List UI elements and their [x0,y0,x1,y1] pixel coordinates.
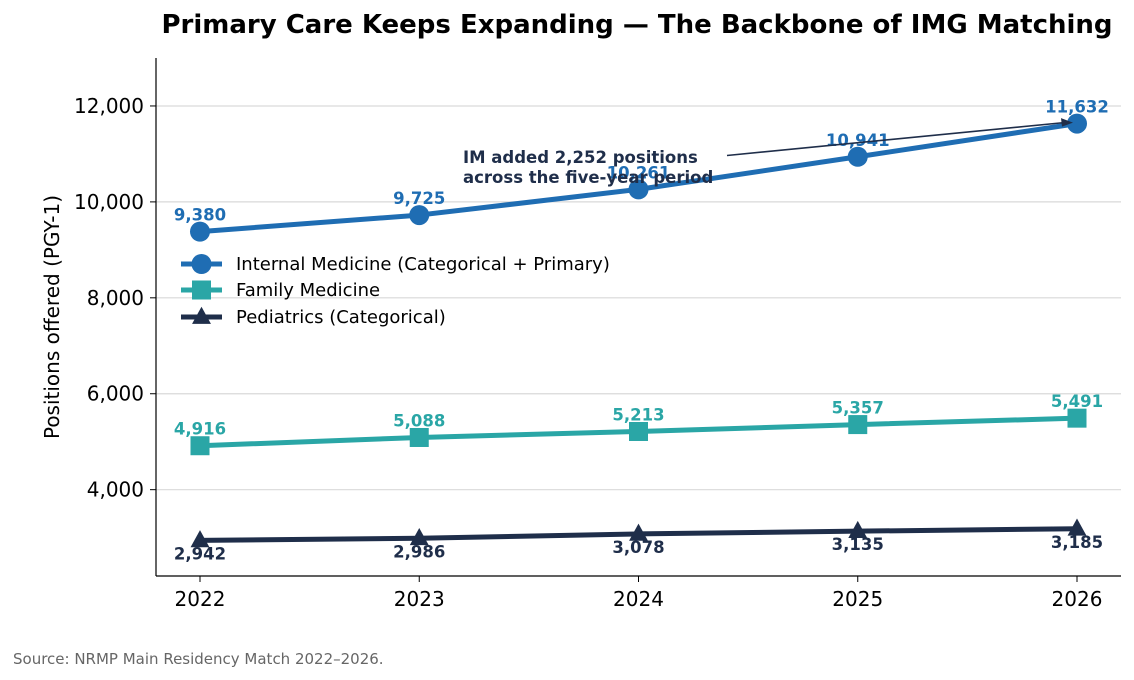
data-label: 3,135 [832,535,884,554]
y-tick-label: 6,000 [87,382,144,406]
y-tick-label: 8,000 [87,286,144,310]
x-tick-label: 2026 [1052,587,1103,611]
data-point [629,523,648,541]
data-label: 3,078 [612,538,664,557]
legend-marker [192,306,211,324]
grid-lines [156,105,1121,491]
data-label: 10,261 [607,163,671,182]
chart-title: Primary Care Keeps Expanding — The Backb… [161,10,1112,40]
legend-marker [191,254,212,274]
legend-item-2: Family Medicine [181,280,380,301]
legend-item-1: Internal Medicine (Categorical + Primary… [181,254,610,275]
data-point [629,421,648,441]
data-point [190,436,210,456]
data-label: 5,491 [1051,392,1103,411]
data-label: 3,185 [1051,533,1103,552]
data-label: 5,213 [612,405,664,424]
data-point [1067,113,1087,134]
data-label: 9,725 [393,189,445,208]
data-point [1067,408,1087,428]
legend-marker [192,280,211,300]
series-2: 4,916 5,088 5,213 5,357 5,491 [174,392,1103,456]
line-chart: Primary Care Keeps Expanding — The Backb… [40,10,1121,611]
data-label: 5,088 [393,411,445,430]
legend: Internal Medicine (Categorical + Primary… [181,254,610,328]
x-tick-label: 2023 [394,587,445,611]
x-tick-label: 2025 [832,587,883,611]
series-3: 2,942 2,986 3,078 3,135 3,185 [174,518,1103,563]
data-point [409,427,429,447]
data-point [409,205,430,226]
annotation-arrowhead [1061,118,1073,127]
annotation-text: IM added 2,252 positions [463,148,698,167]
data-point [190,530,210,548]
legend-label: Pediatrics (Categorical) [236,307,446,328]
annotation-text: across the five-year period [463,168,713,187]
data-label: 11,632 [1045,98,1109,117]
data-point [628,179,649,200]
data-point [847,146,868,167]
data-point [190,221,210,242]
data-point [848,520,868,538]
x-tick-label: 2024 [613,587,664,611]
axes: 4,000 6,000 8,000 10,000 12,000 2022 2023 2024 2… [74,58,1121,611]
data-label: 9,380 [174,206,226,225]
x-tick-label: 2022 [175,587,226,611]
data-label: 2,986 [393,542,445,561]
data-label: 4,916 [174,420,226,439]
y-tick-label: 12,000 [74,94,144,118]
source-note: Source: NRMP Main Residency Match 2022–2… [13,650,384,668]
data-point [848,415,868,435]
annotation-arrow [726,121,1070,157]
legend-label: Internal Medicine (Categorical + Primary… [236,254,610,275]
data-point [1067,518,1087,536]
y-tick-label: 10,000 [74,190,144,214]
data-point [409,528,429,546]
data-label: 5,357 [832,399,884,418]
y-axis-label: Positions offered (PGY-1) [40,195,64,439]
legend-label: Family Medicine [236,280,380,301]
legend-item-3: Pediatrics (Categorical) [181,306,446,328]
y-tick-label: 4,000 [87,478,144,502]
data-label: 2,942 [174,544,226,563]
